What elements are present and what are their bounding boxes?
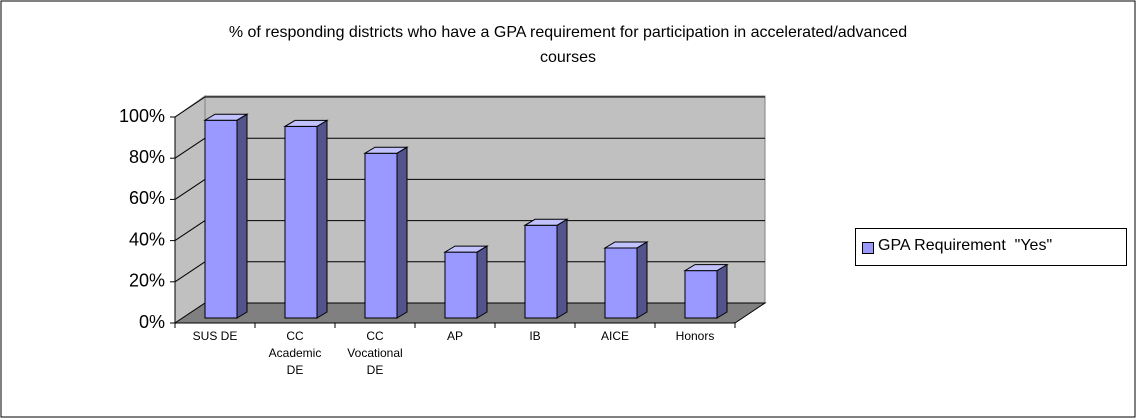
bar [443, 245, 489, 319]
bar-top [283, 119, 329, 127]
bar-side [476, 245, 488, 319]
x-tick-label: CC Vocational DE [347, 329, 403, 377]
bar-top [523, 218, 569, 226]
bar-front [284, 125, 318, 319]
bar-top [443, 245, 489, 253]
bar-top [683, 264, 729, 272]
side-wall [174, 95, 206, 324]
y-tick-label: 40% [129, 229, 165, 249]
bar [203, 113, 249, 319]
x-tick-label: IB [529, 329, 541, 343]
bar-side [396, 146, 408, 319]
bar-top [363, 146, 409, 154]
x-tick-label: CC Academic DE [268, 329, 322, 377]
bar-side [716, 263, 728, 319]
bar-side [316, 119, 328, 319]
x-tick-label: Honors [675, 329, 715, 343]
y-tick-label: 20% [129, 271, 165, 291]
bar-top [203, 113, 249, 121]
bar-front [364, 152, 398, 319]
grid-line [174, 220, 206, 242]
bar-front [524, 224, 558, 319]
bar-front [204, 119, 238, 319]
y-tick-label: 60% [129, 188, 165, 208]
y-tick-label: 0% [139, 312, 165, 332]
bar [523, 218, 569, 319]
bar-top [603, 241, 649, 249]
bar [283, 119, 329, 319]
bar-front [604, 247, 638, 319]
x-tick-label: AP [446, 329, 463, 343]
grid-line [174, 137, 206, 159]
bar-side [636, 241, 648, 319]
grid-line [174, 178, 206, 200]
bar-front [684, 270, 718, 319]
y-tick-label: 80% [129, 147, 165, 167]
bar-side [236, 113, 248, 319]
chart-title: % of responding districts who have a GPA… [228, 24, 908, 66]
legend-swatch [862, 242, 874, 254]
x-tick-label: SUS DE [192, 329, 238, 343]
bar [603, 241, 649, 319]
grid-line [174, 261, 206, 283]
bar-side [556, 218, 568, 319]
bar [683, 263, 729, 319]
legend-label: GPA Requirement "Yes" [878, 237, 1053, 254]
x-tick-label: AICE [600, 329, 629, 343]
y-tick-label: 100% [119, 106, 165, 126]
bar-front [444, 251, 478, 319]
grid-line [174, 96, 206, 118]
bar [363, 146, 409, 319]
legend: GPA Requirement "Yes" [855, 228, 1127, 266]
